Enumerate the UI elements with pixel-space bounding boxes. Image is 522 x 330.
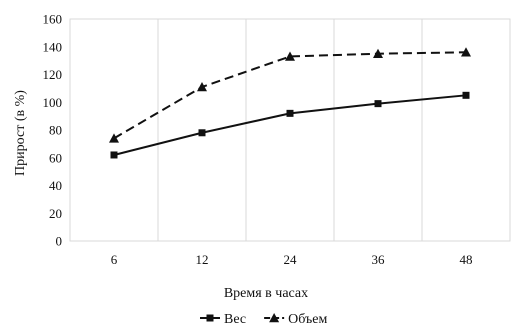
data-point (285, 51, 295, 61)
data-point (198, 129, 206, 137)
legend-item-2: Объем (264, 312, 327, 327)
legend: Вес Объем (200, 312, 327, 327)
x-axis-title: Время в часах (224, 286, 308, 301)
x-tick-label: 12 (196, 252, 209, 267)
legend-label: Вес (224, 312, 246, 327)
data-point (373, 48, 383, 58)
data-point (109, 133, 119, 143)
y-tick-label: 140 (43, 39, 63, 54)
y-tick-label: 20 (49, 206, 62, 221)
series-2 (109, 47, 471, 143)
y-tick-label: 80 (49, 123, 62, 138)
legend-item-1: Вес (200, 312, 246, 327)
series-line (113, 51, 467, 140)
plot-area (69, 18, 511, 242)
series-layer (109, 47, 471, 159)
x-axis-ticks: 6 12 24 36 48 (111, 252, 473, 267)
y-tick-label: 60 (49, 150, 62, 165)
y-tick-label: 40 (49, 178, 62, 193)
y-tick-label: 120 (43, 67, 63, 82)
y-axis-ticks: 0 20 40 60 80 100 120 140 160 (43, 12, 63, 249)
y-tick-label: 160 (43, 12, 63, 27)
x-tick-label: 6 (111, 252, 118, 267)
data-point (461, 47, 471, 57)
legend-label: Объем (288, 312, 327, 327)
legend-marker (269, 313, 280, 323)
y-axis-title: Прирост (в %) (13, 90, 28, 176)
x-tick-label: 24 (284, 252, 298, 267)
x-tick-label: 36 (372, 252, 386, 267)
data-point (286, 109, 294, 117)
x-tick-label: 48 (460, 252, 473, 267)
series-line (113, 94, 467, 156)
data-point (197, 81, 207, 92)
series-1 (110, 91, 470, 159)
data-point (110, 151, 118, 159)
data-point (462, 91, 470, 99)
legend-marker (206, 314, 214, 322)
y-tick-label: 100 (43, 95, 63, 110)
plot-border (69, 18, 511, 242)
y-tick-label: 0 (56, 234, 63, 249)
data-point (374, 100, 382, 108)
